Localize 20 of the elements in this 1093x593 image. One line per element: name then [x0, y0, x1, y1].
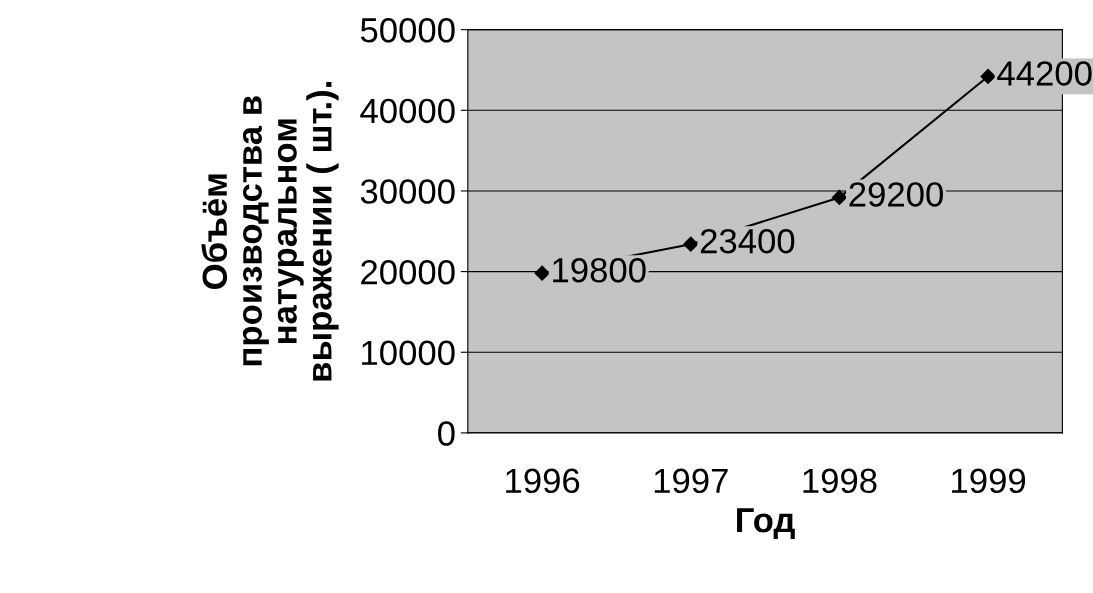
y-tick-label: 0 [438, 421, 455, 446]
data-label: 23400 [700, 228, 795, 254]
y-tick-label: 20000 [361, 259, 455, 285]
point [683, 236, 699, 252]
x-axis-title: Год [737, 508, 795, 539]
y-tick-label: 50000 [360, 17, 455, 43]
data-label: 44200 [997, 61, 1092, 86]
point [831, 189, 847, 205]
x-tick-label: 1999 [952, 468, 1026, 494]
y-tick-label: 30000 [360, 179, 455, 204]
x-tick-label: 1997 [654, 468, 728, 494]
y-axis-title: Объём производства в натуральном выражении ( шт.). [201, 82, 339, 381]
y-tick-label: 10000 [362, 340, 455, 366]
point [534, 265, 550, 281]
data-label: 19800 [553, 257, 646, 283]
x-tick-label: 1996 [506, 468, 580, 494]
point [980, 68, 996, 84]
data-label: 29200 [849, 182, 943, 207]
y-tick-label: 40000 [360, 98, 455, 124]
x-tick-label: 1998 [803, 468, 877, 494]
